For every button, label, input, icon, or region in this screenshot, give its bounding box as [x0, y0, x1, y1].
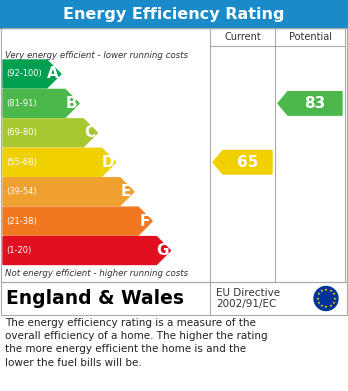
Text: (1-20): (1-20) [6, 246, 31, 255]
Bar [1, 282, 347, 315]
Text: ★: ★ [324, 305, 328, 309]
Text: Very energy efficient - lower running costs: Very energy efficient - lower running co… [5, 50, 188, 59]
Polygon shape [3, 148, 116, 176]
Text: The energy efficiency rating is a measure of the
overall efficiency of a home. T: The energy efficiency rating is a measur… [5, 318, 268, 368]
Text: Energy Efficiency Rating: Energy Efficiency Rating [63, 7, 285, 22]
Text: C: C [84, 126, 95, 140]
Text: ★: ★ [331, 292, 335, 296]
Polygon shape [3, 207, 152, 235]
Bar [1, 28, 347, 282]
Text: ★: ★ [333, 296, 337, 301]
Polygon shape [3, 237, 171, 264]
Polygon shape [213, 151, 272, 174]
Text: ★: ★ [317, 301, 321, 305]
Text: ★: ★ [328, 304, 332, 308]
Text: EU Directive: EU Directive [216, 289, 280, 298]
Text: F: F [139, 213, 150, 229]
Text: 65: 65 [237, 155, 258, 170]
Polygon shape [3, 90, 79, 117]
Polygon shape [278, 91, 342, 115]
Text: (55-68): (55-68) [6, 158, 37, 167]
Text: ★: ★ [331, 301, 335, 305]
Text: ★: ★ [328, 289, 332, 293]
Text: (81-91): (81-91) [6, 99, 37, 108]
Polygon shape [3, 119, 97, 147]
Text: A: A [47, 66, 59, 81]
Text: Current: Current [224, 32, 261, 42]
Text: E: E [121, 184, 132, 199]
Text: 2002/91/EC: 2002/91/EC [216, 300, 276, 310]
Circle shape [314, 287, 338, 310]
Polygon shape [3, 178, 134, 206]
Text: ★: ★ [320, 304, 324, 308]
Text: (92-100): (92-100) [6, 70, 42, 79]
Text: ★: ★ [324, 288, 328, 292]
Text: (39-54): (39-54) [6, 187, 37, 196]
Text: Not energy efficient - higher running costs: Not energy efficient - higher running co… [5, 269, 188, 278]
Text: (69-80): (69-80) [6, 128, 37, 137]
Bar [0, 0, 348, 28]
Text: Potential: Potential [288, 32, 332, 42]
Text: G: G [157, 243, 169, 258]
Text: England & Wales: England & Wales [6, 289, 184, 308]
Text: ★: ★ [320, 289, 324, 293]
Text: B: B [66, 96, 77, 111]
Text: (21-38): (21-38) [6, 217, 37, 226]
Text: ★: ★ [316, 296, 319, 301]
Text: ★: ★ [317, 292, 321, 296]
Text: D: D [102, 155, 114, 170]
Polygon shape [3, 60, 61, 88]
Text: 83: 83 [304, 96, 326, 111]
